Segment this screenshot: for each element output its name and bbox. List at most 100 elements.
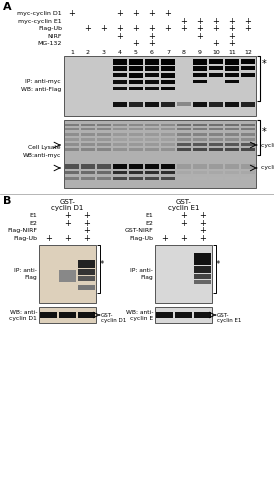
Text: +: +	[229, 40, 235, 48]
Text: cyclin D1: cyclin D1	[261, 166, 274, 170]
Text: +: +	[68, 9, 75, 18]
Bar	[177, 124, 191, 126]
Bar	[78, 260, 95, 268]
Text: 2: 2	[86, 50, 90, 54]
Bar	[225, 143, 239, 146]
Text: Flag: Flag	[24, 276, 37, 280]
Bar	[113, 164, 127, 169]
Bar	[209, 66, 223, 70]
Bar	[113, 124, 127, 126]
Bar	[241, 133, 255, 136]
Bar	[225, 164, 239, 169]
Bar	[65, 171, 79, 174]
Bar	[64, 56, 256, 116]
Text: +: +	[199, 234, 206, 243]
Bar	[81, 148, 95, 151]
Bar	[129, 177, 143, 180]
Bar	[129, 171, 143, 174]
Bar	[145, 128, 159, 130]
Bar	[193, 164, 207, 169]
Text: +: +	[196, 32, 203, 41]
Bar	[145, 138, 159, 141]
Bar	[241, 138, 255, 141]
Text: +: +	[64, 211, 71, 220]
Bar	[161, 66, 175, 71]
Text: WB: anti-Flag: WB: anti-Flag	[21, 86, 61, 92]
Bar	[241, 66, 255, 70]
Text: +: +	[180, 211, 187, 220]
Bar	[59, 270, 76, 282]
Bar	[129, 80, 143, 84]
Bar	[161, 138, 175, 141]
Text: +: +	[116, 24, 124, 33]
Bar	[161, 133, 175, 136]
Bar	[161, 102, 175, 107]
Bar	[81, 133, 95, 136]
Text: GST-: GST-	[101, 313, 113, 318]
Text: +: +	[213, 40, 219, 48]
Text: cyclin E: cyclin E	[130, 316, 153, 321]
Bar	[225, 80, 239, 83]
Bar	[209, 73, 223, 77]
Text: +: +	[199, 226, 206, 235]
Bar	[225, 66, 239, 71]
Bar	[97, 124, 111, 126]
Text: +: +	[245, 16, 252, 26]
Bar	[177, 102, 191, 106]
Text: +: +	[161, 234, 168, 243]
Bar	[225, 102, 239, 107]
Bar	[241, 171, 255, 174]
Bar	[97, 128, 111, 130]
Text: B: B	[3, 196, 12, 206]
Bar	[155, 307, 212, 323]
Text: +: +	[181, 16, 187, 26]
Text: E2: E2	[145, 221, 153, 226]
Text: +: +	[101, 24, 107, 33]
Text: +: +	[149, 24, 155, 33]
Bar	[65, 148, 79, 151]
Bar	[113, 148, 127, 151]
Text: GST-: GST-	[59, 199, 75, 205]
Bar	[39, 245, 96, 303]
Bar	[129, 66, 143, 71]
Bar	[177, 164, 191, 169]
Bar	[113, 133, 127, 136]
Text: 4: 4	[118, 50, 122, 54]
Bar	[241, 124, 255, 126]
Bar	[161, 164, 175, 169]
Text: +: +	[149, 9, 155, 18]
Bar	[59, 312, 76, 318]
Bar	[81, 164, 95, 169]
Text: 11: 11	[228, 50, 236, 54]
Text: +: +	[83, 234, 90, 243]
Bar	[145, 66, 159, 71]
Bar	[193, 138, 207, 141]
Bar	[81, 124, 95, 126]
Text: +: +	[229, 24, 235, 33]
Bar	[225, 148, 239, 151]
Bar	[129, 138, 143, 141]
Bar	[145, 124, 159, 126]
Text: 12: 12	[244, 50, 252, 54]
Text: +: +	[64, 234, 71, 243]
Text: +: +	[83, 226, 90, 235]
Bar	[177, 171, 191, 174]
Bar	[113, 177, 127, 180]
Bar	[193, 102, 207, 107]
Bar	[241, 177, 255, 180]
Bar	[193, 128, 207, 130]
Text: +: +	[149, 32, 155, 41]
Text: *: *	[262, 127, 267, 137]
Bar	[177, 148, 191, 151]
Bar	[81, 128, 95, 130]
Bar	[129, 102, 143, 107]
Text: Flag: Flag	[140, 276, 153, 280]
Bar	[241, 128, 255, 130]
Text: GST-: GST-	[217, 313, 230, 318]
Bar	[209, 124, 223, 126]
Text: MG-132: MG-132	[38, 42, 62, 46]
Text: E2: E2	[29, 221, 37, 226]
Bar	[65, 133, 79, 136]
Bar	[65, 177, 79, 180]
Bar	[145, 148, 159, 151]
